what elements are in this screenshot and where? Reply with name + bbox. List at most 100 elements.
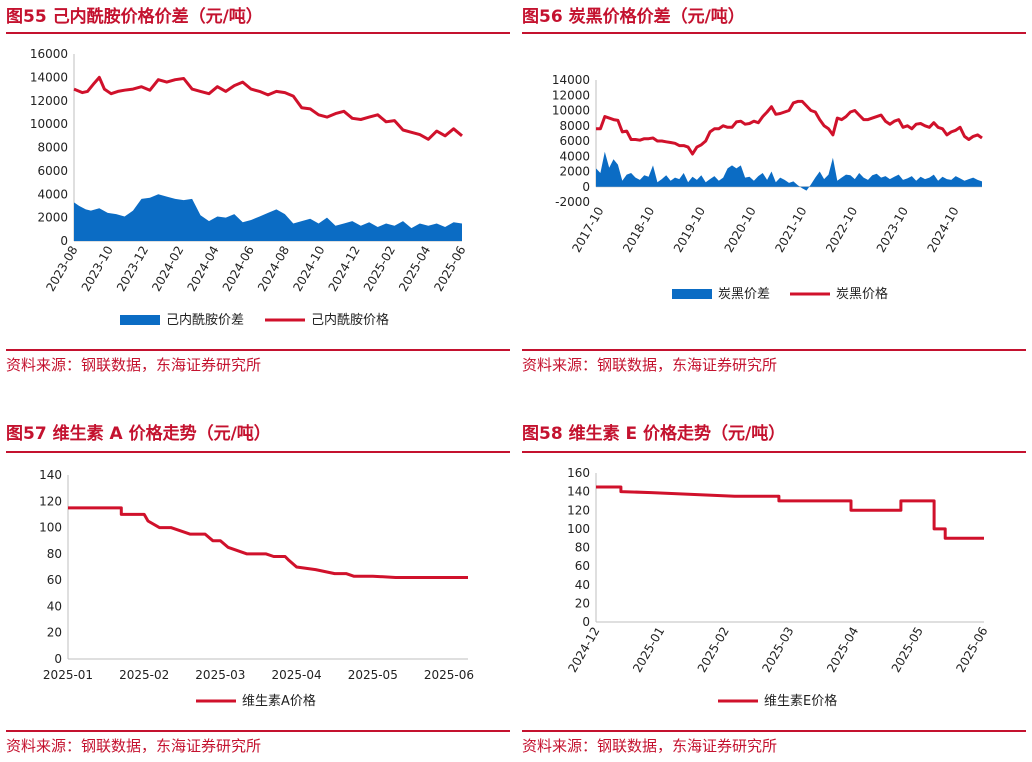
y-tick-label: 60 bbox=[575, 559, 590, 573]
x-tick-label: 2025-06 bbox=[431, 244, 468, 294]
x-tick-label: 2025-05 bbox=[889, 625, 926, 675]
y-tick-label: 120 bbox=[39, 494, 62, 508]
x-tick-label: 2017-10 bbox=[569, 205, 606, 255]
y-tick-label: 6000 bbox=[37, 164, 68, 178]
x-tick-label: 2020-10 bbox=[722, 204, 759, 254]
x-tick-label: 2025-02 bbox=[695, 625, 732, 675]
chart-caprolactam: 0 2000 4000 6000 8000 10000 12000 14000 16000 202… bbox=[30, 47, 469, 328]
x-tick-label: 2019-10 bbox=[671, 205, 708, 255]
y-tick-label: 80 bbox=[47, 547, 62, 561]
source-rule bbox=[522, 730, 1026, 732]
y-tick-label: 6000 bbox=[559, 134, 590, 148]
legend-label: 己内酰胺价格 bbox=[311, 312, 389, 328]
x-tick-label: 2023-10 bbox=[874, 205, 911, 255]
y-tick-label: 12000 bbox=[552, 88, 590, 102]
panel-title: 图56 炭黑价格价差（元/吨） bbox=[522, 7, 745, 27]
x-tick-label: 2025-03 bbox=[195, 668, 245, 682]
series-line-维生素A价格 bbox=[68, 506, 468, 579]
x-tick-label: 2024-02 bbox=[149, 244, 186, 294]
title-rule bbox=[522, 32, 1026, 34]
y-tick-label: -2000 bbox=[555, 195, 590, 209]
x-tick-label: 2023-08 bbox=[43, 244, 80, 294]
x-tick-label: 2025-02 bbox=[361, 244, 398, 294]
x-tick-label: 2025-04 bbox=[824, 625, 861, 675]
legend-label: 维生素A价格 bbox=[242, 693, 316, 709]
chart-vitamin-e: 0 20 40 60 80 100 120 140 160 2024-12 2025-01 2025-… bbox=[565, 466, 990, 709]
x-tick-label: 2025-05 bbox=[348, 668, 398, 682]
title-rule bbox=[522, 451, 1026, 453]
y-tick-label: 160 bbox=[567, 466, 590, 480]
y-tick-label: 16000 bbox=[30, 47, 68, 61]
source-rule bbox=[6, 730, 510, 732]
series-area-己内酰胺价差 bbox=[74, 194, 462, 241]
x-tick-label: 2025-01 bbox=[630, 625, 667, 675]
series-area-炭黑价差 bbox=[596, 151, 982, 191]
y-tick-label: 0 bbox=[582, 615, 590, 629]
x-tick-label: 2023-12 bbox=[114, 244, 151, 294]
x-tick-label: 2024-12 bbox=[326, 244, 363, 294]
y-tick-label: 14000 bbox=[30, 70, 68, 84]
legend-label: 炭黑价差 bbox=[718, 287, 770, 302]
legend-label: 炭黑价格 bbox=[836, 286, 888, 302]
y-tick-label: 80 bbox=[575, 541, 590, 555]
panel-title: 图57 维生素 A 价格走势（元/吨） bbox=[6, 424, 271, 444]
panel-vitamin-a: 图57 维生素 A 价格走势（元/吨） 0 20 40 60 80 100 120 140 20… bbox=[0, 381, 516, 762]
series-line-维生素E价格 bbox=[596, 485, 984, 540]
source-note: 资料来源：钢联数据，东海证券研究所 bbox=[522, 356, 778, 374]
panel-title: 图58 维生素 E 价格走势（元/吨） bbox=[522, 424, 786, 444]
source-note: 资料来源：钢联数据，东海证券研究所 bbox=[522, 737, 778, 755]
panel-vitamin-e: 图58 维生素 E 价格走势（元/吨） 0 20 40 60 80 100 120 140 16… bbox=[516, 381, 1032, 762]
x-tick-label: 2025-06 bbox=[953, 625, 990, 675]
x-tick-label: 2024-10 bbox=[925, 205, 962, 255]
source-note: 资料来源：钢联数据，东海证券研究所 bbox=[6, 737, 262, 755]
y-tick-label: 8000 bbox=[37, 141, 68, 155]
y-tick-label: 140 bbox=[39, 468, 62, 482]
source-note: 资料来源：钢联数据，东海证券研究所 bbox=[6, 356, 262, 374]
y-tick-label: 60 bbox=[47, 573, 62, 587]
x-tick-label: 2025-06 bbox=[424, 668, 474, 682]
y-tick-label: 0 bbox=[60, 234, 68, 248]
x-tick-label: 2023-10 bbox=[79, 244, 116, 294]
panel-carbon-black: 图56 炭黑价格价差（元/吨） -2000 0 2000 4000 6000 8000 10… bbox=[516, 0, 1032, 381]
legend-swatch-area bbox=[120, 315, 160, 325]
y-tick-label: 12000 bbox=[30, 94, 68, 108]
x-tick-label: 2025-02 bbox=[119, 668, 169, 682]
y-tick-label: 100 bbox=[567, 522, 590, 536]
x-tick-label: 2024-08 bbox=[255, 244, 292, 294]
y-tick-label: 20 bbox=[47, 626, 62, 640]
y-tick-label: 8000 bbox=[559, 119, 590, 133]
x-tick-label: 2024-04 bbox=[184, 244, 221, 294]
legend-swatch-area bbox=[672, 289, 712, 299]
title-rule bbox=[6, 451, 510, 453]
x-tick-label: 2025-01 bbox=[43, 668, 93, 682]
y-tick-label: 14000 bbox=[552, 73, 590, 87]
x-tick-label: 2024-10 bbox=[290, 244, 327, 294]
y-tick-label: 0 bbox=[54, 652, 62, 666]
y-tick-label: 10000 bbox=[552, 104, 590, 118]
y-tick-label: 40 bbox=[47, 599, 62, 613]
x-tick-label: 2025-04 bbox=[272, 668, 322, 682]
x-tick-label: 2024-06 bbox=[220, 244, 257, 294]
panel-caprolactam: 图55 己内酰胺价格价差（元/吨） 0 2000 4000 6000 8000 10000… bbox=[0, 0, 516, 381]
x-tick-label: 2021-10 bbox=[772, 205, 809, 255]
y-tick-label: 10000 bbox=[30, 117, 68, 131]
x-tick-label: 2024-12 bbox=[565, 625, 602, 675]
legend-label: 己内酰胺价差 bbox=[166, 312, 244, 328]
y-tick-label: 2000 bbox=[559, 165, 590, 179]
series-line-炭黑价格 bbox=[596, 99, 983, 156]
y-tick-label: 0 bbox=[582, 180, 590, 194]
source-rule bbox=[522, 349, 1026, 351]
y-tick-label: 120 bbox=[567, 503, 590, 517]
panel-title: 图55 己内酰胺价格价差（元/吨） bbox=[6, 7, 263, 27]
x-tick-label: 2022-10 bbox=[823, 205, 860, 255]
legend-label: 维生素E价格 bbox=[764, 693, 837, 709]
x-tick-label: 2025-03 bbox=[759, 625, 796, 675]
y-tick-label: 4000 bbox=[37, 187, 68, 201]
chart-vitamin-a: 0 20 40 60 80 100 120 140 2025-01 2025-02 2025-03 2… bbox=[39, 468, 474, 709]
y-tick-label: 4000 bbox=[559, 149, 590, 163]
y-tick-label: 100 bbox=[39, 521, 62, 535]
series-line-己内酰胺价格 bbox=[73, 75, 463, 141]
x-tick-label: 2025-04 bbox=[396, 244, 433, 294]
y-tick-label: 40 bbox=[575, 578, 590, 592]
